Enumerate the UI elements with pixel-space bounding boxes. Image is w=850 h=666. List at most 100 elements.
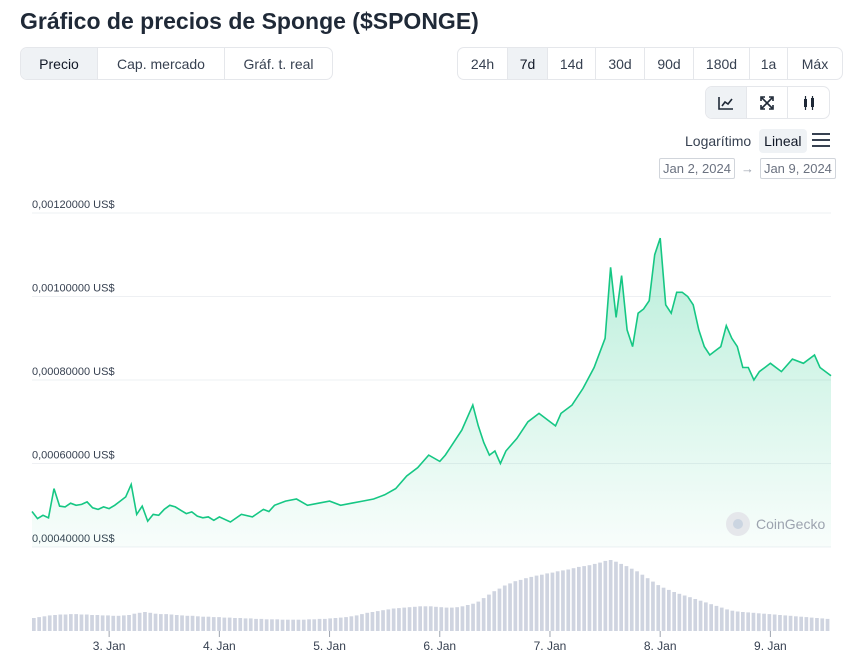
volume-bar: [460, 606, 465, 631]
range-180d[interactable]: 180d: [694, 48, 750, 79]
volume-bar: [423, 606, 428, 631]
volume-bar: [169, 614, 174, 631]
volume-bar: [32, 618, 36, 631]
volume-bar: [592, 563, 597, 631]
volume-bar: [656, 585, 661, 631]
view-tabs: Precio Cap. mercado Gráf. t. real: [20, 47, 333, 80]
volume-bar: [360, 614, 364, 631]
tab-market-cap[interactable]: Cap. mercado: [98, 48, 225, 79]
volume-bar: [111, 615, 116, 631]
volume-bar: [116, 615, 121, 631]
scale-linear[interactable]: Lineal: [759, 129, 807, 153]
range-7d[interactable]: 7d: [508, 48, 548, 79]
volume-bar: [381, 610, 385, 631]
volume-bar: [577, 566, 581, 631]
volume-bar: [259, 618, 264, 631]
volume-bar: [444, 607, 449, 631]
volume-bar: [37, 617, 41, 631]
range-14d[interactable]: 14d: [548, 48, 596, 79]
volume-bar: [312, 619, 317, 631]
volume-bar: [640, 574, 645, 631]
volume-bar: [508, 583, 512, 631]
coingecko-logo-icon: [726, 512, 750, 536]
volume-bar: [233, 618, 237, 631]
hamburger-menu-icon[interactable]: [812, 133, 830, 147]
line-chart-icon[interactable]: [706, 87, 747, 118]
range-tabs: 24h 7d 14d 30d 90d 180d 1a Máx: [457, 47, 843, 80]
volume-bar: [132, 613, 137, 631]
volume-bar: [301, 619, 306, 631]
volume-bar: [746, 612, 750, 631]
volume-bar: [100, 615, 105, 631]
volume-bar: [645, 578, 650, 631]
candlestick-icon[interactable]: [788, 87, 829, 118]
volume-bar: [106, 615, 110, 631]
volume-bar: [243, 618, 248, 631]
volume-bar: [270, 619, 274, 631]
volume-bar: [180, 615, 184, 631]
y-tick-label: 0,00120000 US$: [32, 199, 115, 211]
volume-bar: [693, 599, 698, 631]
arrow-right-icon: →: [740, 161, 754, 176]
volume-bar: [222, 617, 227, 631]
tab-live-chart[interactable]: Gráf. t. real: [243, 55, 314, 72]
volume-bar: [799, 616, 803, 631]
volume-bar: [413, 606, 417, 631]
volume-bar: [275, 619, 280, 631]
expand-icon[interactable]: [747, 87, 788, 118]
volume-bar: [608, 560, 613, 631]
volume-bar: [598, 562, 602, 631]
range-24h[interactable]: 24h: [458, 48, 508, 79]
volume-bar: [698, 600, 703, 631]
volume-bar: [238, 618, 243, 631]
date-from-input[interactable]: Jan 2, 2024: [659, 158, 735, 179]
y-tick-label: 0,00100000 US$: [32, 283, 115, 295]
volume-bar: [349, 616, 354, 631]
volume-bar: [90, 615, 94, 631]
volume-bar: [540, 574, 544, 631]
volume-bar: [566, 569, 571, 631]
volume-bar: [534, 575, 539, 631]
volume-bar: [629, 568, 634, 631]
volume-bar: [513, 581, 518, 631]
volume-bar: [317, 618, 322, 631]
volume-bar: [84, 614, 89, 631]
tab-price[interactable]: Precio: [21, 48, 98, 79]
range-30d[interactable]: 30d: [596, 48, 645, 79]
volume-bar: [688, 597, 692, 631]
volume-bar: [148, 612, 153, 631]
volume-bar: [153, 613, 158, 631]
volume-bar: [439, 607, 444, 631]
volume-bar: [481, 598, 486, 631]
volume-bar: [450, 607, 454, 631]
range-max[interactable]: Máx: [801, 55, 829, 72]
volume-bar: [428, 606, 433, 631]
price-line: [31, 237, 832, 523]
volume-bar: [778, 615, 782, 631]
volume-bar: [391, 608, 396, 631]
volume-bar: [820, 618, 825, 631]
scale-log[interactable]: Logarítimo: [685, 133, 752, 149]
volume-bar: [344, 617, 348, 631]
volume-bar: [794, 616, 798, 631]
volume-bar: [47, 615, 52, 631]
volume-bar: [614, 561, 618, 631]
coingecko-watermark: CoinGecko: [726, 512, 825, 536]
volume-bar: [756, 613, 761, 632]
volume-bar: [767, 614, 772, 631]
volume-bar: [815, 618, 819, 631]
x-tick-label: 8. Jan: [644, 639, 677, 653]
volume-bar: [783, 615, 788, 631]
date-to-input[interactable]: Jan 9, 2024: [759, 158, 836, 179]
y-tick-label: 0,00060000 US$: [32, 450, 115, 462]
volume-bar: [619, 563, 623, 631]
volume-bar: [571, 568, 576, 631]
range-1y[interactable]: 1a: [750, 48, 788, 79]
volume-bar: [375, 611, 380, 631]
range-90d[interactable]: 90d: [645, 48, 694, 79]
volume-bar: [487, 594, 491, 631]
volume-bar: [762, 613, 766, 631]
volume-bar: [143, 612, 147, 631]
volume-bar: [471, 603, 475, 631]
volume-bar: [465, 605, 470, 631]
